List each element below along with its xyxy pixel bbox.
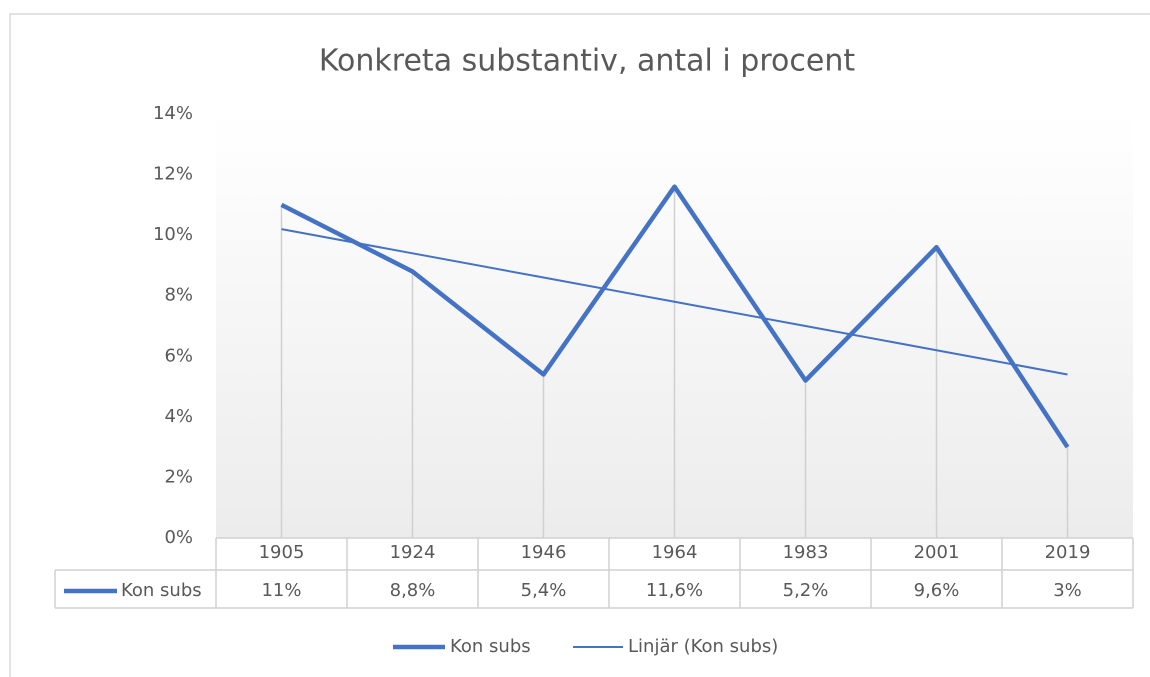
table-value: 11% xyxy=(261,580,301,601)
y-tick-label: 4% xyxy=(164,406,193,427)
x-tick-label: 1964 xyxy=(652,542,698,563)
y-tick-label: 2% xyxy=(164,466,193,487)
table-value: 5,4% xyxy=(521,580,567,601)
series-line xyxy=(280,184,1070,449)
legend-label: Linjär (Kon subs) xyxy=(628,636,778,657)
y-tick-label: 6% xyxy=(164,345,193,366)
table-value: 3% xyxy=(1053,580,1082,601)
x-tick-label: 1924 xyxy=(390,542,436,563)
x-tick-label: 1946 xyxy=(521,542,567,563)
table-value: 9,6% xyxy=(914,580,960,601)
chart-title: Konkreta substantiv, antal i procent xyxy=(319,44,855,79)
y-tick-label: 0% xyxy=(164,527,193,548)
table-value: 5,2% xyxy=(783,580,829,601)
y-tick-label: 12% xyxy=(153,164,193,185)
x-tick-label: 1905 xyxy=(259,542,305,563)
y-tick-label: 10% xyxy=(153,224,193,245)
table-row-label: Kon subs xyxy=(121,580,202,601)
table-value: 11,6% xyxy=(646,580,703,601)
chart-border xyxy=(9,13,1150,677)
x-tick-label: 1983 xyxy=(783,542,829,563)
table-value: 8,8% xyxy=(390,580,436,601)
x-tick-label: 2001 xyxy=(914,542,960,563)
y-tick-label: 8% xyxy=(164,285,193,306)
y-tick-label: 14% xyxy=(153,103,193,124)
legend-label: Kon subs xyxy=(450,636,531,657)
series-line xyxy=(281,228,1068,376)
x-tick-label: 2019 xyxy=(1045,542,1091,563)
